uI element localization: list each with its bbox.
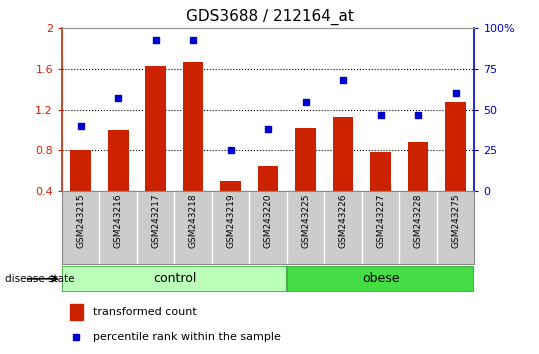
- Text: GSM243218: GSM243218: [189, 193, 198, 248]
- Bar: [287, 266, 474, 292]
- Text: control: control: [153, 272, 196, 285]
- Bar: [71, 150, 91, 191]
- Text: GSM243228: GSM243228: [413, 193, 423, 248]
- Text: GSM243220: GSM243220: [264, 193, 273, 248]
- Bar: [445, 102, 466, 191]
- Text: percentile rank within the sample: percentile rank within the sample: [93, 332, 281, 342]
- Text: GSM243275: GSM243275: [451, 193, 460, 248]
- Bar: [370, 153, 391, 191]
- Bar: [146, 66, 166, 191]
- Bar: [258, 166, 279, 191]
- Text: GSM243225: GSM243225: [301, 193, 310, 248]
- Text: transformed count: transformed count: [93, 307, 197, 318]
- Bar: [333, 117, 354, 191]
- Bar: [408, 142, 429, 191]
- Text: GSM243227: GSM243227: [376, 193, 385, 248]
- Text: GSM243219: GSM243219: [226, 193, 235, 248]
- Text: GDS3688 / 212164_at: GDS3688 / 212164_at: [185, 9, 354, 25]
- Text: GSM243215: GSM243215: [76, 193, 85, 248]
- Bar: [220, 181, 241, 191]
- Bar: [62, 266, 287, 292]
- Bar: [70, 304, 82, 320]
- Text: disease state: disease state: [5, 274, 75, 284]
- Text: GSM243217: GSM243217: [151, 193, 160, 248]
- Text: obese: obese: [362, 272, 399, 285]
- Bar: [108, 130, 128, 191]
- Text: GSM243216: GSM243216: [114, 193, 123, 248]
- Bar: [183, 62, 204, 191]
- Text: GSM243226: GSM243226: [338, 193, 348, 248]
- Bar: [295, 128, 316, 191]
